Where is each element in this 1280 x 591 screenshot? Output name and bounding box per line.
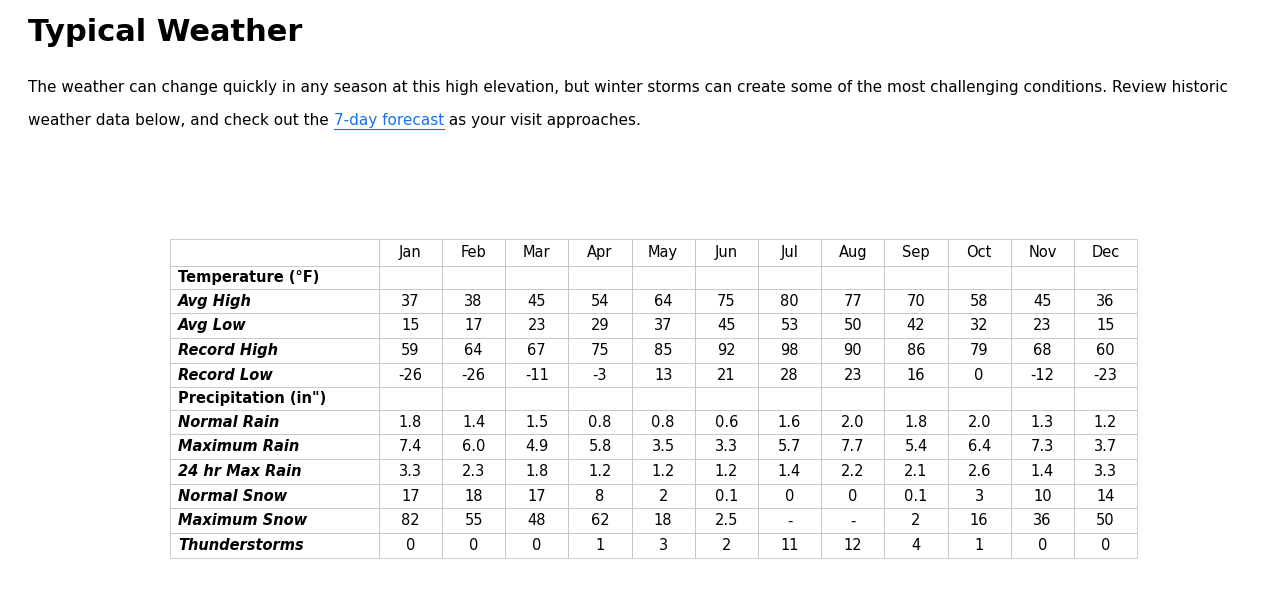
Text: weather data below, and check out the: weather data below, and check out the bbox=[28, 113, 334, 128]
Text: Typical Weather: Typical Weather bbox=[28, 18, 302, 47]
Text: as your visit approaches.: as your visit approaches. bbox=[444, 113, 641, 128]
Text: 7-day forecast: 7-day forecast bbox=[334, 113, 444, 128]
Text: The weather can change quickly in any season at this high elevation, but winter : The weather can change quickly in any se… bbox=[28, 80, 1229, 95]
